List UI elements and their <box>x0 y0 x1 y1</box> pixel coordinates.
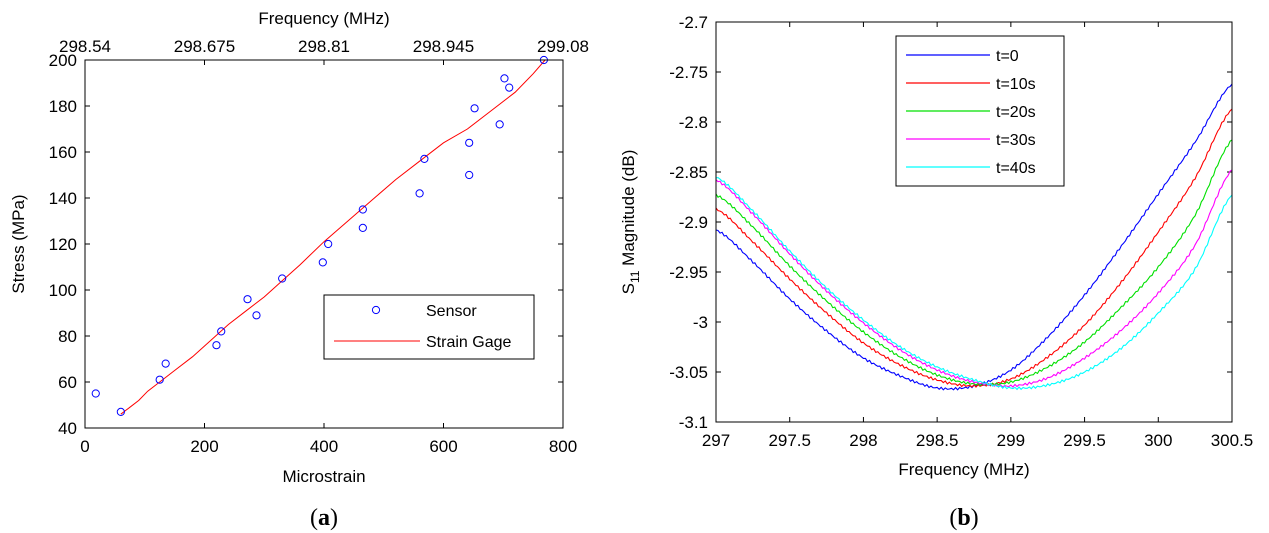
chart-b-y-tick-label: -2.7 <box>679 13 708 32</box>
sensor-point <box>324 239 333 249</box>
chart-a: 0 200 400 600 800 298.54 298.675 298.81 298.945 2… <box>9 9 589 531</box>
chart-b-y-tick-label: -2.95 <box>669 263 708 282</box>
chart-b-x-tick-label: 297.5 <box>768 431 811 450</box>
series-line-strain-gage <box>120 59 546 415</box>
chart-a-y-tick-label: 200 <box>49 51 77 70</box>
sensor-point <box>116 407 125 416</box>
panel-label-b: (b) <box>949 505 978 531</box>
legend-label-t40s: t=40s <box>996 160 1036 177</box>
chart-a-x-tick-label: 200 <box>190 437 218 456</box>
chart-b-x-tick-label: 298 <box>849 431 877 450</box>
chart-b-x-tick-label: 300 <box>1144 431 1172 450</box>
legend-label-t0: t=0 <box>996 48 1019 65</box>
series-line-t30s <box>715 169 1233 388</box>
sensor-point <box>91 389 100 398</box>
sensor-point <box>243 295 252 304</box>
legend-marker-sensor <box>371 305 381 315</box>
chart-a-x-tick-label: 400 <box>310 437 338 456</box>
panel-label-a: (a) <box>310 505 338 531</box>
chart-a-y-tick-label: 80 <box>58 327 77 346</box>
chart-a-y-tick-label: 140 <box>49 189 77 208</box>
sensor-point <box>212 341 221 350</box>
chart-a-x-tick-label: 600 <box>429 437 457 456</box>
chart-a-y-tick-label: 100 <box>49 281 77 300</box>
chart-a-y-tick-label: 180 <box>49 97 77 116</box>
chart-a-top-tick-label: 298.54 <box>59 37 111 56</box>
chart-a-y-axis-label: Stress (MPa) <box>9 194 28 293</box>
legend-label-sensor: Sensor <box>426 303 477 320</box>
chart-b-y-tick-label: -2.8 <box>679 113 708 132</box>
chart-b-y-axis-label: S11 Magnitude (dB) <box>619 150 642 295</box>
sensor-point <box>252 311 261 320</box>
sensor-point <box>155 375 164 384</box>
chart-a-top-tick-label: 298.945 <box>413 37 474 56</box>
chart-b-y-tick-label: -2.75 <box>669 63 708 82</box>
chart-a-top-tick-label: 298.81 <box>298 37 350 56</box>
panel-label-a-letter: a <box>318 505 330 531</box>
chart-b-y-axis-label-sub: 11 <box>628 270 642 283</box>
chart-b-y-tick-label: -3.05 <box>669 363 708 382</box>
chart-b-y-tick-label: -2.85 <box>669 163 708 182</box>
sensor-point <box>278 274 287 283</box>
chart-a-legend-box <box>323 294 535 360</box>
series-line-t10s <box>715 108 1233 388</box>
chart-a-top-tick-label: 298.675 <box>174 37 235 56</box>
sensor-point <box>217 327 226 336</box>
chart-a-y-tick-label: 160 <box>49 143 77 162</box>
series-line-t40s <box>715 177 1233 391</box>
chart-b-ticks: 297 297.5 298 298.5 299 299.5 300 300.5 -3.1 -3.0… <box>669 13 1253 450</box>
chart-b-series <box>715 83 1233 391</box>
series-line-t20s <box>715 139 1233 387</box>
chart-b-x-tick-label: 300.5 <box>1211 431 1254 450</box>
sensor-point <box>465 170 474 180</box>
chart-a-frame <box>84 59 564 429</box>
chart-b-x-tick-label: 299 <box>997 431 1025 450</box>
chart-b-y-tick-label: -3 <box>693 313 708 332</box>
sensor-point <box>358 223 367 232</box>
chart-b-x-tick-label: 297 <box>702 431 730 450</box>
chart-a-top-tick-label: 299.08 <box>537 37 589 56</box>
sensor-point <box>505 83 514 92</box>
chart-b-x-tick-label: 299.5 <box>1063 431 1106 450</box>
sensor-point <box>415 189 424 198</box>
legend-label-t10s: t=10s <box>996 76 1036 93</box>
chart-a-x-axis-label: Microstrain <box>282 467 365 486</box>
chart-a-ticks: 0 200 400 600 800 298.54 298.675 298.81 298.945 2… <box>49 37 589 456</box>
legend-label-t20s: t=20s <box>996 104 1036 121</box>
chart-a-y-tick-label: 40 <box>58 419 77 438</box>
chart-b-legend: t=0 t=10s t=20s t=30s t=40s <box>895 35 1065 187</box>
sensor-point <box>470 104 479 113</box>
chart-a-plot-area <box>85 60 563 428</box>
sensor-point <box>318 258 327 267</box>
chart-b-y-tick-label: -3.1 <box>679 413 708 432</box>
chart-b-x-tick-label: 298.5 <box>916 431 959 450</box>
legend-label-t30s: t=30s <box>996 132 1036 149</box>
chart-b-frame <box>715 21 1233 423</box>
chart-b-x-axis-label: Frequency (MHz) <box>898 460 1029 479</box>
sensor-point <box>465 138 474 147</box>
chart-b-y-axis-label-base: S <box>619 283 638 294</box>
sensor-point <box>500 74 509 83</box>
chart-a-x-tick-label: 0 <box>80 437 89 456</box>
panel-label-b-letter: b <box>957 505 970 531</box>
legend-label-strain-gage: Strain Gage <box>426 334 511 351</box>
chart-a-legend: Sensor Strain Gage <box>323 294 535 360</box>
chart-a-y-tick-label: 120 <box>49 235 77 254</box>
sensor-point <box>495 120 504 129</box>
chart-a-x-tick-label: 800 <box>549 437 577 456</box>
chart-b-y-tick-label: -2.9 <box>679 213 708 232</box>
chart-a-top-axis-label: Frequency (MHz) <box>258 9 389 28</box>
sensor-point <box>358 205 367 214</box>
chart-b-y-axis-label-rest: Magnitude (dB) <box>619 150 638 271</box>
sensor-point <box>420 154 429 163</box>
chart-b: 297 297.5 298 298.5 299 299.5 300 300.5 -3.1 -3.0… <box>619 13 1253 531</box>
sensor-point <box>161 359 170 368</box>
chart-a-series <box>91 55 548 416</box>
chart-a-y-tick-label: 60 <box>58 373 77 392</box>
